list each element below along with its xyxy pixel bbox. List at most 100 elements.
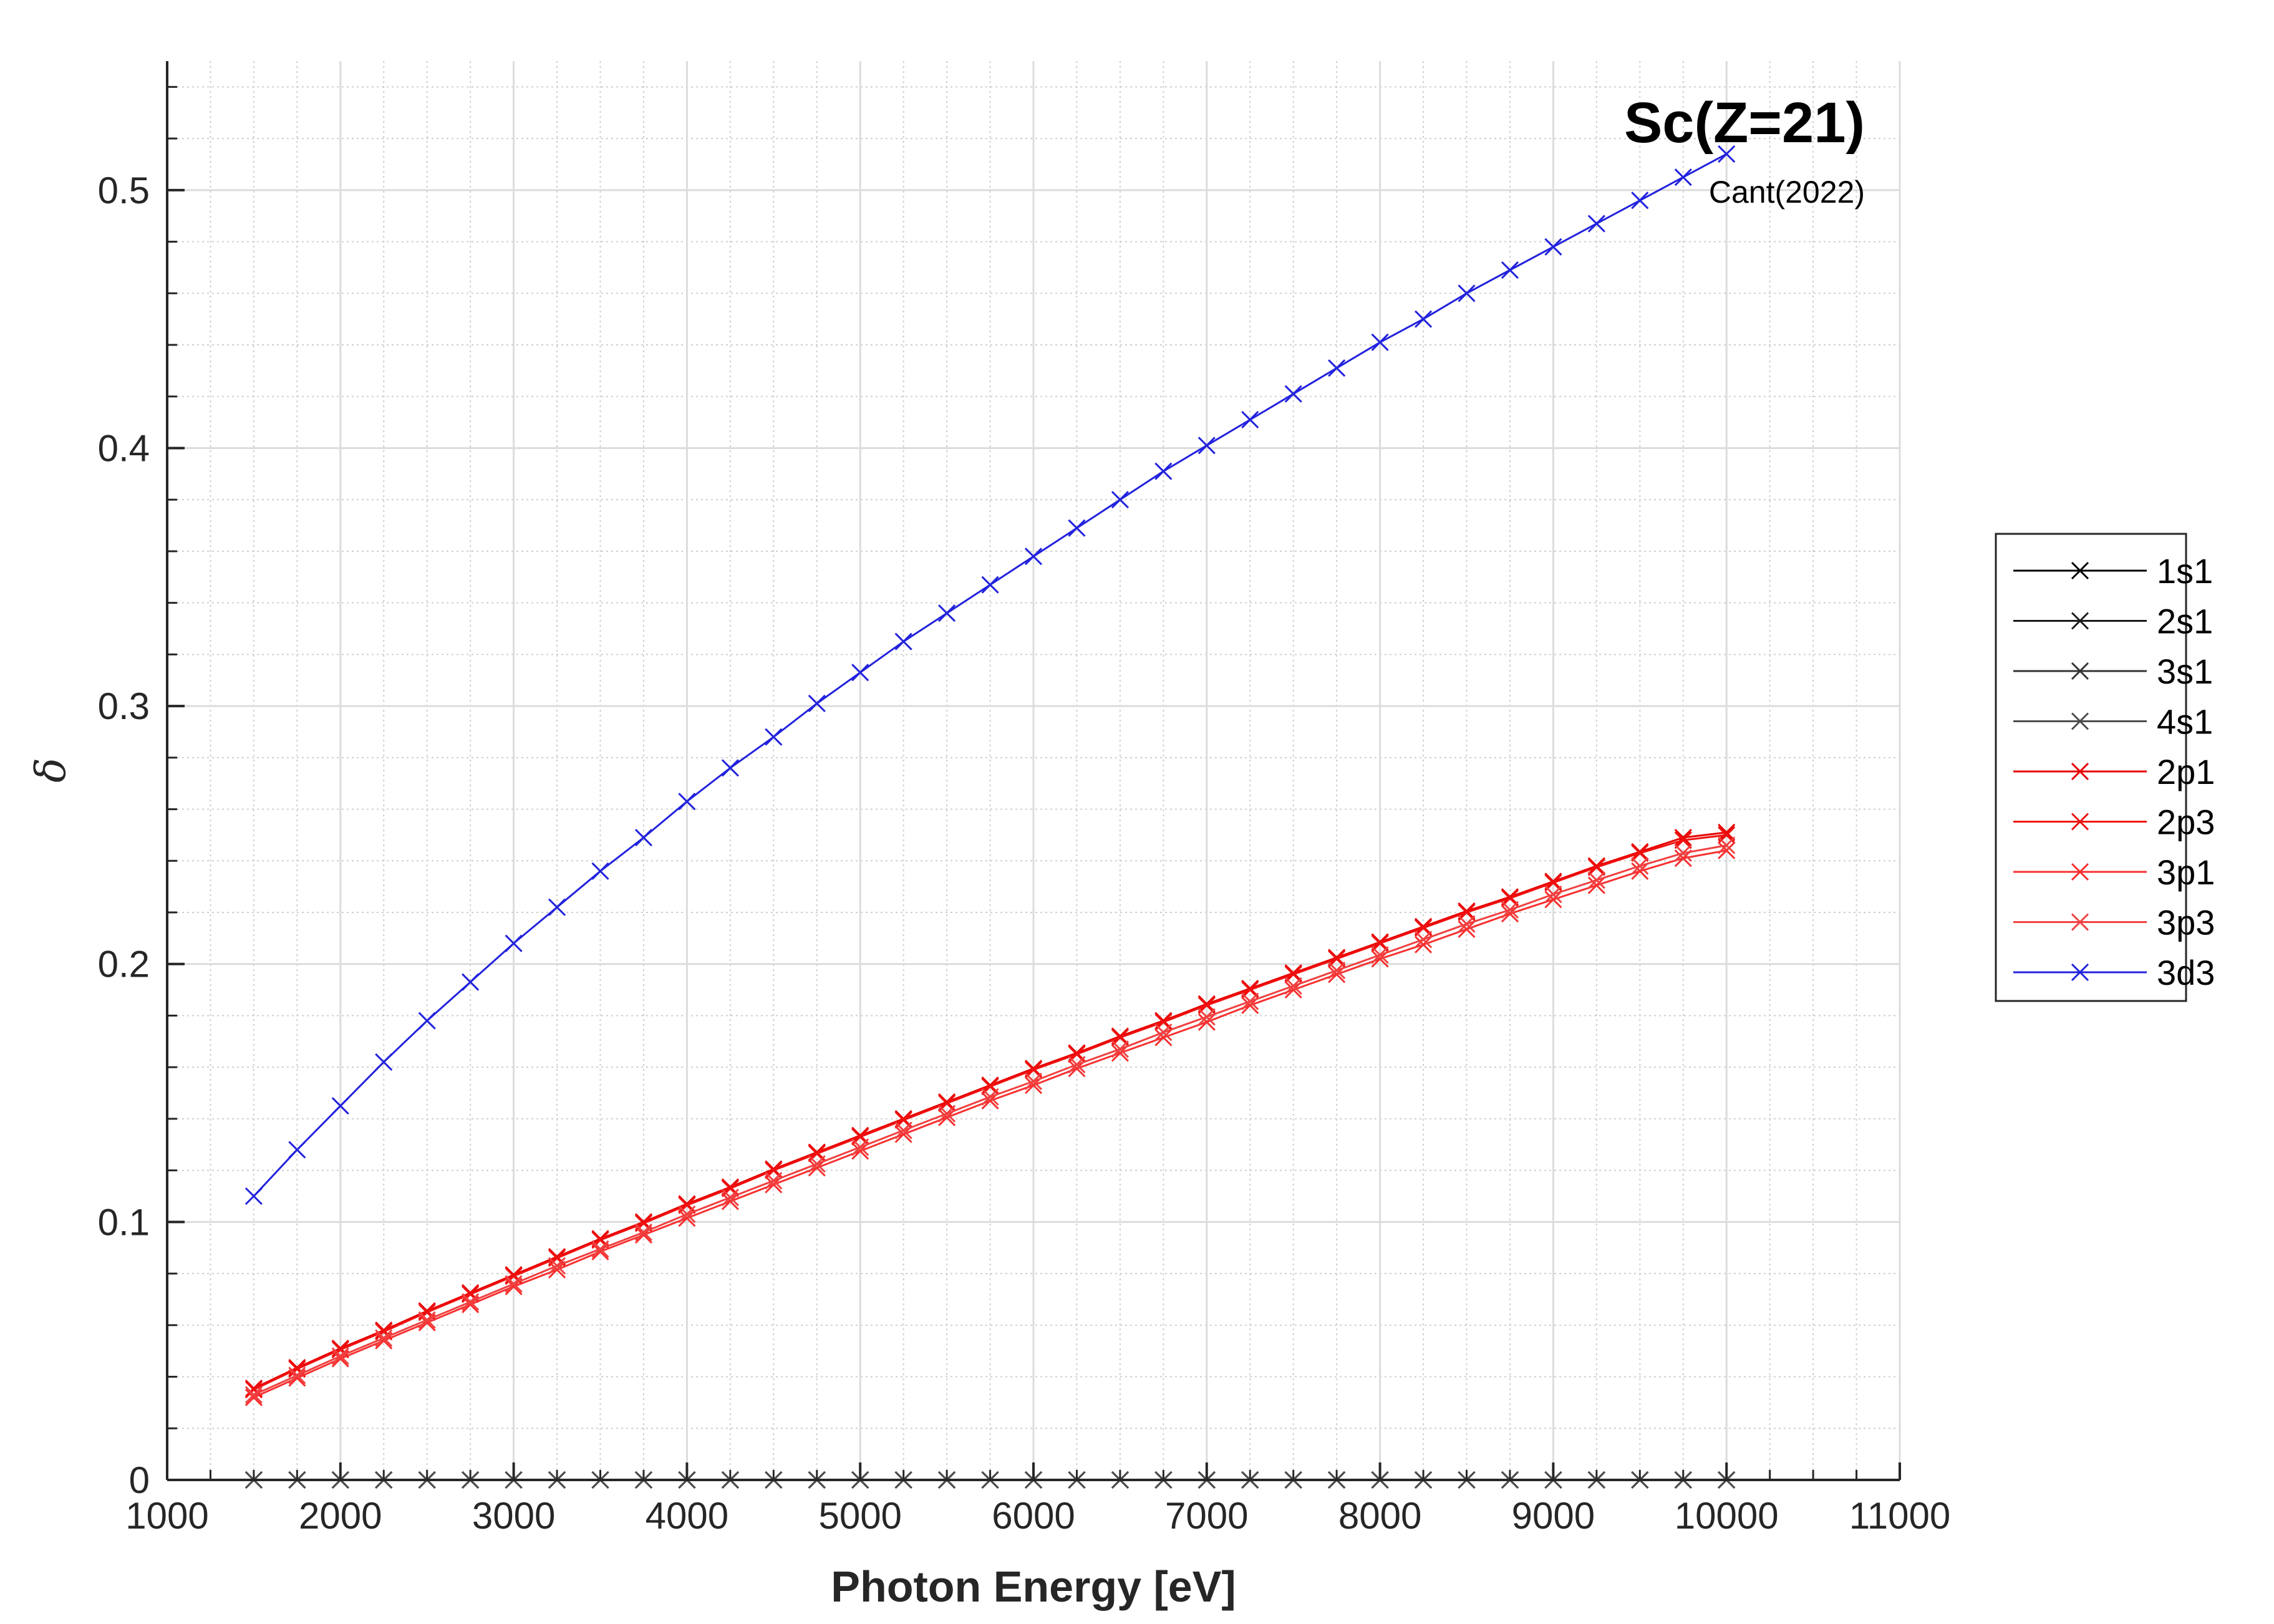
data-point-3d3	[1458, 284, 1476, 302]
data-point-3d3	[244, 1187, 263, 1206]
x-tick-label: 1000	[125, 1495, 208, 1537]
data-point-3p1	[1587, 876, 1605, 894]
legend-item-3s1: 3s1	[2013, 652, 2213, 691]
data-point-3d3	[1111, 491, 1129, 509]
data-point-3p1	[1414, 935, 1433, 954]
x-tick-label: 10000	[1675, 1495, 1779, 1537]
x-tick-labels: 1000 2000 3000 4000 5000 6000 7000 8000 9000 1000…	[125, 1495, 1950, 1537]
data-point-3p3	[1587, 871, 1605, 889]
data-point-3p3	[1068, 1055, 1086, 1074]
legend-label: 2p3	[2157, 803, 2215, 842]
y-tick-label: 0	[129, 1459, 150, 1501]
tick-marks	[166, 85, 1901, 1481]
y-tick-labels: 0 0.1 0.2 0.3 0.4 0.5	[98, 170, 150, 1501]
data-point-3p3	[244, 1386, 263, 1404]
legend-label: 2s1	[2157, 602, 2213, 641]
data-point-3p3	[1111, 1040, 1129, 1058]
data-point-3p3	[1674, 844, 1692, 862]
data-point-3d3	[548, 898, 566, 916]
data-point-3p3	[591, 1240, 609, 1258]
data-point-3p1	[1718, 841, 1736, 859]
data-point-3d3	[1328, 359, 1346, 377]
x-tick-label: 6000	[992, 1495, 1075, 1537]
data-point-2p3	[1674, 831, 1692, 849]
data-point-3d3	[1154, 462, 1173, 480]
data-point-3d3	[1718, 145, 1736, 163]
y-tick-label: 0.3	[98, 685, 150, 727]
data-point-3p3	[288, 1366, 306, 1385]
data-point-3p3	[634, 1223, 653, 1241]
data-point-3p3	[375, 1329, 393, 1347]
x-tick-label: 2000	[299, 1495, 382, 1537]
data-point-3d3	[1371, 333, 1389, 351]
chart-subtitle: Cant(2022)	[1709, 175, 1865, 210]
legend-item-2p3: 2p3	[2013, 803, 2215, 842]
legend-swatch-marker	[2071, 612, 2089, 630]
data-point-3p3	[765, 1172, 783, 1190]
data-point-3p3	[938, 1104, 956, 1123]
data-point-3p3	[1458, 915, 1476, 933]
data-point-3d3	[1068, 519, 1086, 537]
y-tick-label: 0.1	[98, 1201, 150, 1243]
data-point-2p3	[1587, 858, 1605, 876]
x-tick-label: 3000	[472, 1495, 555, 1537]
legend-item-3p3: 3p3	[2013, 903, 2215, 942]
data-point-3d3	[375, 1053, 393, 1071]
data-point-2p3	[331, 1341, 349, 1359]
x-tick-label: 5000	[818, 1495, 901, 1537]
data-point-3d3	[331, 1097, 349, 1115]
data-point-3d3	[1197, 437, 1216, 455]
data-point-3d3	[1024, 548, 1043, 566]
legend-label: 1s1	[2157, 551, 2213, 591]
y-tick-label: 0.4	[98, 427, 150, 469]
data-point-3d3	[1284, 385, 1302, 403]
y-tick-label: 0.2	[98, 944, 150, 985]
legend-item-1s1: 1s1	[2013, 551, 2213, 591]
data-point-3p3	[331, 1347, 349, 1365]
data-point-2p3	[288, 1360, 306, 1378]
legend-item-4s1: 4s1	[2013, 702, 2213, 742]
data-point-3d3	[1674, 168, 1692, 186]
legend-swatch-marker	[2071, 561, 2089, 580]
chart-title: Sc(Z=21)	[1624, 91, 1865, 155]
data-point-3d3	[288, 1141, 306, 1159]
data-point-3d3	[808, 694, 826, 713]
x-tick-label: 11000	[1849, 1495, 1950, 1537]
x-axis-label: Photon Energy [eV]	[831, 1562, 1236, 1611]
data-point-3p1	[1544, 891, 1562, 909]
data-point-3d3	[721, 759, 739, 777]
legend-swatch-marker	[2071, 863, 2089, 881]
data-point-3p1	[1458, 920, 1476, 938]
data-point-3p1	[1631, 862, 1649, 880]
legend-label: 3p3	[2157, 903, 2215, 942]
data-point-3p3	[462, 1293, 480, 1311]
data-point-3d3	[1501, 261, 1519, 279]
data-point-3p3	[721, 1189, 739, 1207]
data-point-3p3	[418, 1311, 436, 1329]
x-tick-label: 7000	[1165, 1495, 1248, 1537]
major-grid	[166, 61, 1901, 1481]
data-point-3d3	[1587, 215, 1605, 233]
legend: 1s1 2s1 3s1 4s1 2p1 2p3 3p1 3p3 3d3	[1995, 533, 2215, 1002]
data-point-3d3	[1631, 191, 1649, 210]
y-tick-label: 0.5	[98, 170, 150, 211]
legend-swatch-marker	[2071, 662, 2089, 680]
data-point-3d3	[1414, 310, 1433, 328]
data-point-3d3	[894, 632, 912, 650]
x-tick-label: 4000	[646, 1495, 728, 1537]
data-point-3d3	[418, 1012, 436, 1030]
data-point-3p1	[1154, 1028, 1173, 1046]
data-point-3p3	[1371, 946, 1389, 964]
data-point-2p1	[1718, 823, 1736, 841]
data-point-2p3	[721, 1179, 739, 1197]
data-point-3p3	[1241, 992, 1259, 1010]
data-point-3p3	[1544, 885, 1562, 904]
data-point-3p3	[505, 1275, 523, 1293]
data-point-3d3	[505, 934, 523, 952]
data-point-3d3	[634, 828, 653, 847]
data-point-3p3	[1631, 857, 1649, 875]
data-point-3p3	[1328, 962, 1346, 980]
data-point-3p3	[808, 1155, 826, 1173]
legend-label: 3s1	[2157, 652, 2213, 691]
